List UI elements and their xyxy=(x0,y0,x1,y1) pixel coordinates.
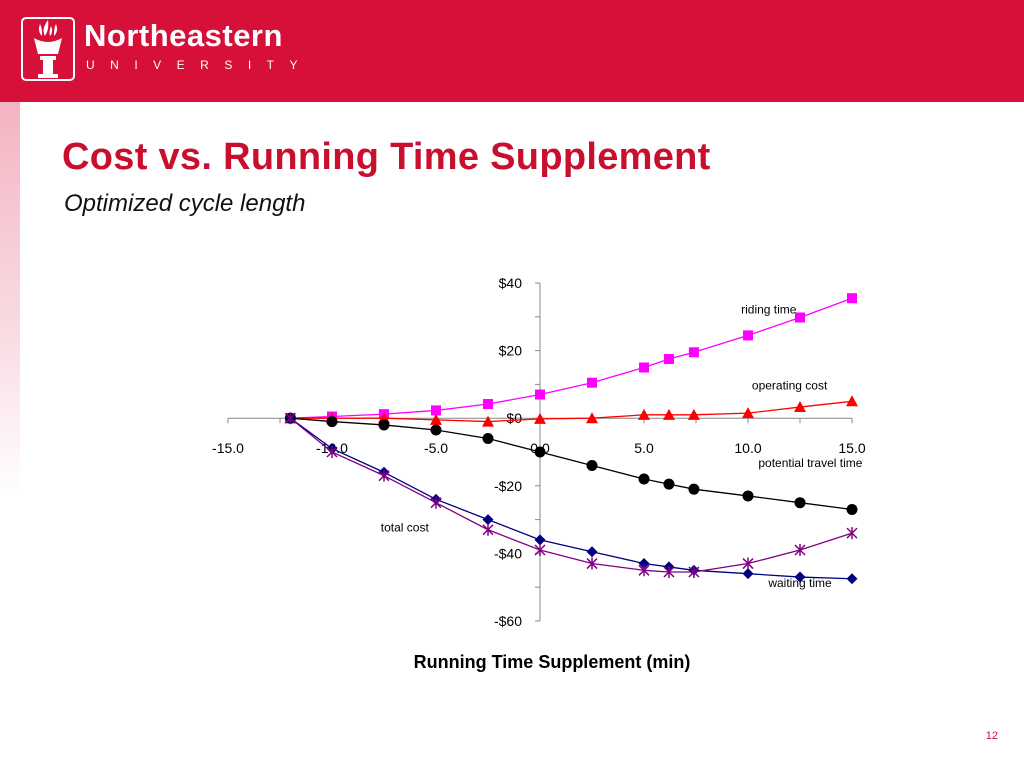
data-point-operating-cost xyxy=(430,413,442,425)
data-point-potential-travel-time xyxy=(663,478,675,490)
data-point-potential-travel-time xyxy=(534,446,546,458)
data-point-riding-time xyxy=(535,389,545,400)
data-point-total-cost xyxy=(534,534,546,546)
slide-subtitle: Optimized cycle length xyxy=(64,190,306,217)
series-label-riding-time: riding time xyxy=(741,302,797,316)
y-tick-label: -$60 xyxy=(494,613,522,629)
data-point-riding-time xyxy=(743,330,753,341)
x-axis-title: Running Time Supplement (min) xyxy=(414,652,691,672)
data-point-operating-cost xyxy=(742,407,754,419)
data-point-total-cost xyxy=(846,573,858,585)
series-label-total-cost: total cost xyxy=(381,520,430,534)
data-point-operating-cost xyxy=(534,412,546,424)
y-tick-label: $40 xyxy=(499,275,523,291)
data-point-potential-travel-time xyxy=(742,490,754,502)
data-point-operating-cost xyxy=(638,408,650,420)
data-point-riding-time xyxy=(795,312,805,323)
data-point-waiting-time xyxy=(688,565,700,578)
series-label-operating-cost: operating cost xyxy=(752,378,828,392)
page-number: 12 xyxy=(985,730,998,742)
data-point-potential-travel-time xyxy=(846,503,858,515)
data-point-operating-cost xyxy=(794,401,806,413)
data-point-waiting-time xyxy=(586,557,598,570)
data-point-waiting-time xyxy=(378,469,390,482)
series-label-waiting-time: waiting time xyxy=(767,576,832,590)
data-point-waiting-time xyxy=(638,564,650,577)
data-point-total-cost xyxy=(482,514,494,526)
data-point-potential-travel-time xyxy=(794,497,806,509)
data-point-waiting-time xyxy=(846,527,858,540)
data-point-potential-travel-time xyxy=(482,432,494,444)
data-point-potential-travel-time xyxy=(688,483,700,495)
data-point-waiting-time xyxy=(482,523,494,536)
y-tick-label: $20 xyxy=(499,343,523,359)
data-point-waiting-time xyxy=(534,544,546,557)
data-point-riding-time xyxy=(483,399,493,410)
data-point-waiting-time xyxy=(794,544,806,557)
data-point-riding-time xyxy=(639,362,649,373)
university-logo: Northeastern UNIVERSITY xyxy=(18,16,318,86)
data-point-total-cost xyxy=(586,546,598,558)
data-point-waiting-time xyxy=(663,565,675,578)
data-point-waiting-time xyxy=(430,496,442,509)
left-accent-strip xyxy=(0,102,20,498)
x-tick-label: 5.0 xyxy=(634,440,654,456)
data-point-total-cost xyxy=(638,558,650,570)
x-tick-label: 10.0 xyxy=(734,440,761,456)
data-point-potential-travel-time xyxy=(586,460,598,472)
data-point-potential-travel-time xyxy=(430,424,442,436)
header-banner: Northeastern UNIVERSITY xyxy=(0,0,1024,102)
data-point-waiting-time xyxy=(284,412,296,425)
logo-subtitle: UNIVERSITY xyxy=(86,58,314,72)
data-point-operating-cost xyxy=(482,415,494,427)
y-tick-label: -$40 xyxy=(494,545,522,561)
slide-title: Cost vs. Running Time Supplement xyxy=(62,136,711,178)
data-point-waiting-time xyxy=(326,446,338,458)
logo-wordmark: Northeastern xyxy=(84,18,283,53)
data-point-potential-travel-time xyxy=(378,419,390,431)
data-point-operating-cost xyxy=(846,395,858,407)
data-point-potential-travel-time xyxy=(326,416,338,428)
data-point-operating-cost xyxy=(586,412,598,424)
x-tick-label: -5.0 xyxy=(424,440,448,456)
data-point-operating-cost xyxy=(687,408,700,420)
data-point-riding-time xyxy=(431,405,441,416)
series-label-potential-travel-time: potential travel time xyxy=(758,456,862,470)
data-point-riding-time xyxy=(587,377,597,388)
data-point-riding-time xyxy=(688,347,699,358)
data-point-waiting-time xyxy=(742,557,754,570)
y-tick-label: -$20 xyxy=(494,478,522,494)
data-point-total-cost xyxy=(742,568,754,580)
data-point-operating-cost xyxy=(662,408,675,420)
data-point-potential-travel-time xyxy=(638,473,650,485)
series-line-waiting-time xyxy=(289,417,853,573)
torch-icon xyxy=(21,17,75,81)
data-point-riding-time xyxy=(847,293,857,304)
x-tick-label: -15.0 xyxy=(212,440,244,456)
data-point-riding-time xyxy=(663,354,674,365)
data-point-total-cost xyxy=(794,571,806,583)
x-tick-label: 15.0 xyxy=(838,440,865,456)
y-tick-label: $0 xyxy=(506,410,522,426)
